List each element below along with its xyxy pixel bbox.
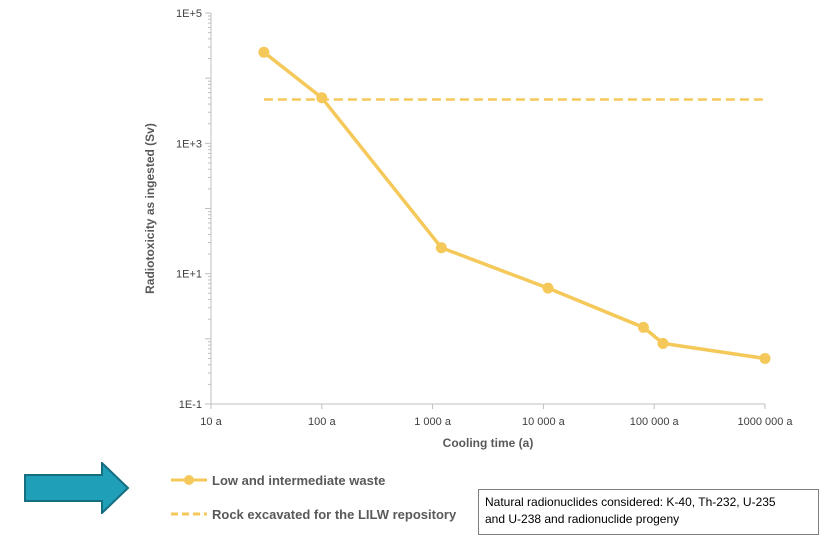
note-line-1: Natural radionuclides considered: K-40, … bbox=[485, 495, 776, 509]
data-point bbox=[316, 92, 328, 104]
legend-dashed-line-icon bbox=[171, 512, 207, 516]
x-tick-label: 10 000 a bbox=[522, 416, 566, 428]
note-box: Natural radionuclides considered: K-40, … bbox=[478, 489, 819, 535]
x-axis-title: Cooling time (a) bbox=[443, 436, 534, 450]
y-tick-label: 1E+1 bbox=[176, 269, 202, 281]
legend-label-rock: Rock excavated for the LILW repository bbox=[212, 506, 457, 522]
note-line-2: and U-238 and radionuclide progeny bbox=[485, 512, 680, 526]
y-tick-label: 1E+5 bbox=[176, 8, 202, 20]
legend-item-waste: Low and intermediate waste bbox=[170, 466, 456, 494]
legend-item-rock: Rock excavated for the LILW repository bbox=[170, 500, 456, 528]
data-point bbox=[657, 337, 669, 349]
series-line-0 bbox=[262, 50, 766, 361]
y-tick-label: 1E-1 bbox=[179, 399, 202, 411]
arrow-right-icon bbox=[24, 462, 130, 514]
data-point bbox=[258, 46, 270, 58]
y-axis-title: Radiotoxicity as ingested (Sv) bbox=[143, 123, 157, 294]
data-point bbox=[542, 282, 554, 294]
data-point bbox=[759, 352, 771, 364]
x-tick-label: 100 000 a bbox=[630, 416, 680, 428]
x-tick-label: 100 a bbox=[308, 416, 336, 428]
data-point bbox=[435, 242, 447, 254]
x-tick-label: 1000 000 a bbox=[737, 416, 793, 428]
legend: Low and intermediate waste Rock excavate… bbox=[170, 466, 456, 534]
data-point bbox=[637, 321, 649, 333]
y-tick-label: 1E+3 bbox=[176, 138, 202, 150]
x-tick-label: 1 000 a bbox=[414, 416, 452, 428]
legend-solid-line-icon bbox=[171, 475, 207, 485]
x-tick-label: 10 a bbox=[200, 416, 222, 428]
legend-label-waste: Low and intermediate waste bbox=[212, 472, 386, 488]
